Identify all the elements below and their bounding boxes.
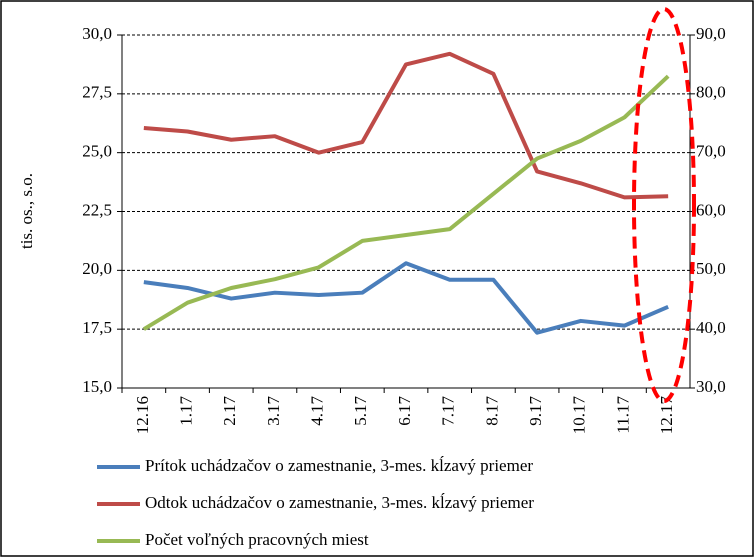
y-axis-label: tis. os., s.o. xyxy=(17,173,36,249)
y2-tick-label: 60,0 xyxy=(696,200,726,219)
y2-tick-label: 70,0 xyxy=(696,142,726,161)
y-tick-label: 22,5 xyxy=(82,200,112,219)
y2-tick-label: 40,0 xyxy=(696,318,726,337)
highlight-ellipse xyxy=(632,7,696,403)
x-tick-label: 7.17 xyxy=(439,396,458,426)
x-tick-label: 8.17 xyxy=(482,396,501,426)
y-tick-label: 17,5 xyxy=(82,318,112,337)
x-tick-label: 12.17 xyxy=(657,396,676,435)
y-tick-label: 30,0 xyxy=(82,24,112,43)
x-tick-label: 2.17 xyxy=(220,396,239,426)
x-tick-label: 12.16 xyxy=(133,396,152,434)
x-tick-label: 4.17 xyxy=(308,396,327,426)
x-tick-label: 11.17 xyxy=(613,396,632,434)
x-tick-label: 5.17 xyxy=(351,396,370,426)
x-tick-label: 1.17 xyxy=(176,396,195,426)
y2-tick-label: 80,0 xyxy=(696,83,726,102)
series-line xyxy=(142,74,670,331)
y-tick-label: 15,0 xyxy=(82,377,112,396)
y2-tick-label: 50,0 xyxy=(696,259,726,278)
y2-tick-label: 90,0 xyxy=(696,24,726,43)
y-tick-label: 27,5 xyxy=(82,83,112,102)
y-tick-label: 25,0 xyxy=(82,142,112,161)
x-tick-label: 9.17 xyxy=(526,396,545,426)
legend-label: Počet voľných pracovných miest xyxy=(145,530,369,549)
legend-label: Odtok uchádzačov o zamestnanie, 3-mes. k… xyxy=(145,493,534,512)
x-tick-label: 10.17 xyxy=(570,396,589,435)
y2-tick-label: 30,0 xyxy=(696,377,726,396)
series-line xyxy=(143,261,669,335)
legend-label: Prítok uchádzačov o zamestnanie, 3-mes. … xyxy=(145,456,533,475)
x-tick-label: 6.17 xyxy=(395,396,414,426)
series-line xyxy=(143,51,669,200)
y-tick-label: 20,0 xyxy=(82,259,112,278)
x-tick-label: 3.17 xyxy=(264,396,283,426)
